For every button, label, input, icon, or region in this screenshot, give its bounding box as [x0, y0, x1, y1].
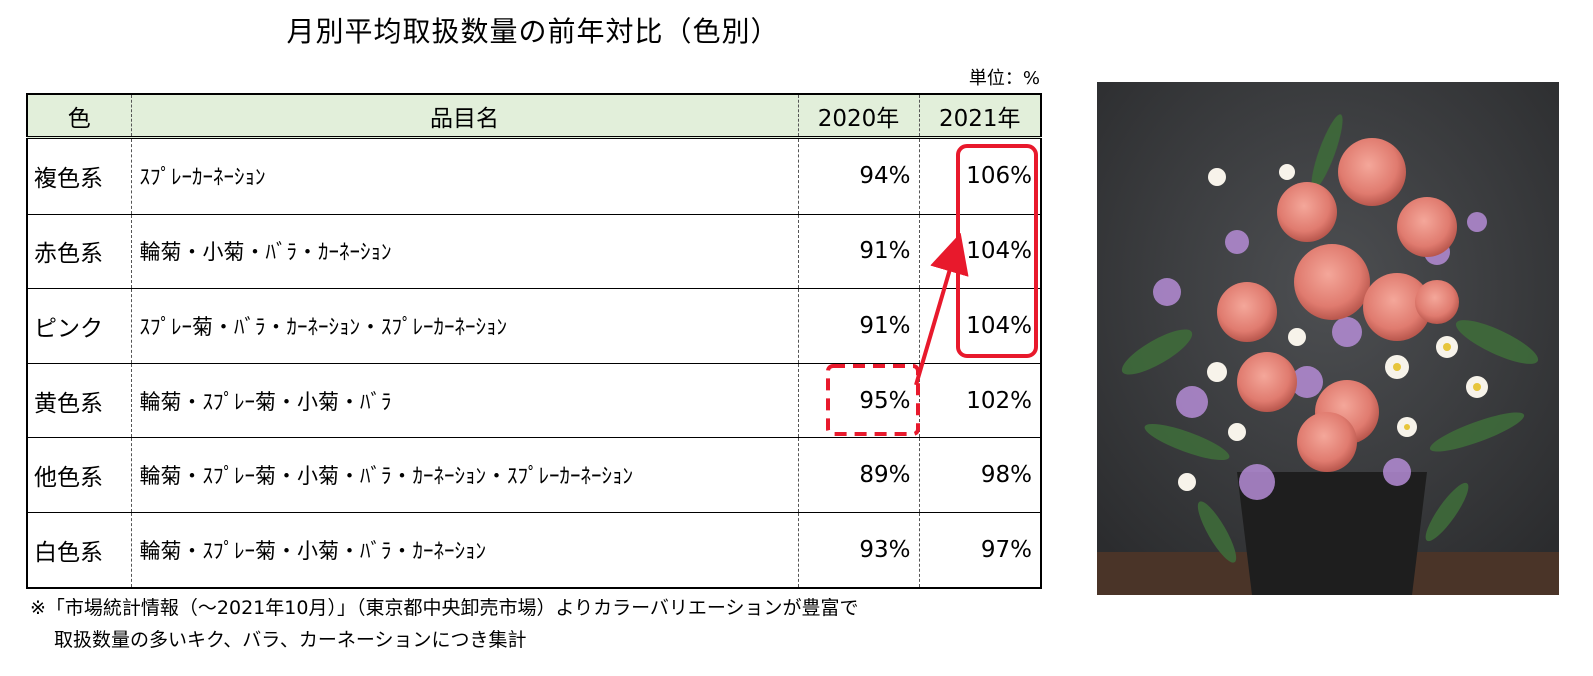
- comparison-table: 色 品目名 2020年 2021年 複色系 ｽﾌﾟﾚｰｶｰﾈｰｼｮﾝ 94% 1…: [26, 93, 1042, 589]
- table-row: 赤色系 輪菊・小菊・ﾊﾞﾗ・ｶｰﾈｰｼｮﾝ 91% 104%: [27, 214, 1041, 290]
- table-row: 黄色系 輪菊・ｽﾌﾟﾚｰ菊・小菊・ﾊﾞﾗ 95% 102%: [27, 363, 1041, 439]
- row-items: 輪菊・ｽﾌﾟﾚｰ菊・小菊・ﾊﾞﾗ: [130, 363, 798, 439]
- header-color: 色: [27, 94, 131, 139]
- row-2020: 91%: [797, 214, 919, 290]
- page-title: 月別平均取扱数量の前年対比（色別）: [286, 15, 780, 48]
- note-line-2: 取扱数量の多いキク、バラ、カーネーションにつき集計: [54, 629, 527, 651]
- row-2021: 102%: [918, 363, 1041, 439]
- header-2021: 2021年: [918, 94, 1041, 139]
- row-color: 白色系: [27, 512, 131, 589]
- row-color: 赤色系: [27, 214, 131, 290]
- table-row: ピンク ｽﾌﾟﾚｰ菊・ﾊﾞﾗ・ｶｰﾈｰｼｮﾝ・ｽﾌﾟﾚｰｶｰﾈｰｼｮﾝ 91% …: [27, 288, 1041, 364]
- dashed-box-yellow-2020: [826, 364, 920, 436]
- row-2020: 91%: [797, 288, 919, 364]
- unit-label: 単位：%: [968, 68, 1040, 89]
- row-items: 輪菊・小菊・ﾊﾞﾗ・ｶｰﾈｰｼｮﾝ: [130, 214, 798, 290]
- row-2021: 97%: [918, 512, 1041, 589]
- row-2021: 106%: [918, 137, 1041, 215]
- table-row: 他色系 輪菊・ｽﾌﾟﾚｰ菊・小菊・ﾊﾞﾗ・ｶｰﾈｰｼｮﾝ・ｽﾌﾟﾚｰｶｰﾈｰｼｮ…: [27, 437, 1041, 513]
- row-2020: 93%: [797, 512, 919, 589]
- source-note: ※「市場統計情報（～2021年10月）」（東京都中央卸売市場）よりカラーバリエー…: [30, 592, 859, 656]
- header-items: 品目名: [130, 94, 798, 139]
- flower-arrangement-photo: [1097, 82, 1559, 595]
- note-line-1: ※「市場統計情報（～2021年10月）」（東京都中央卸売市場）よりカラーバリエー…: [30, 597, 859, 619]
- row-color: 複色系: [27, 137, 131, 215]
- table-row: 複色系 ｽﾌﾟﾚｰｶｰﾈｰｼｮﾝ 94% 106%: [27, 137, 1041, 215]
- header-2020: 2020年: [797, 94, 919, 139]
- row-color: 他色系: [27, 437, 131, 513]
- row-color: ピンク: [27, 288, 131, 364]
- row-items: 輪菊・ｽﾌﾟﾚｰ菊・小菊・ﾊﾞﾗ・ｶｰﾈｰｼｮﾝ・ｽﾌﾟﾚｰｶｰﾈｰｼｮﾝ: [130, 437, 798, 513]
- table-header-row: 色 品目名 2020年 2021年: [27, 94, 1041, 139]
- arrow-line: [914, 232, 969, 386]
- row-2020: 95%: [797, 363, 919, 439]
- row-2020: 89%: [797, 437, 919, 513]
- row-color: 黄色系: [27, 363, 131, 439]
- row-items: ｽﾌﾟﾚｰｶｰﾈｰｼｮﾝ: [130, 137, 798, 215]
- row-items: ｽﾌﾟﾚｰ菊・ﾊﾞﾗ・ｶｰﾈｰｼｮﾝ・ｽﾌﾟﾚｰｶｰﾈｰｼｮﾝ: [130, 288, 798, 364]
- table-row: 白色系 輪菊・ｽﾌﾟﾚｰ菊・小菊・ﾊﾞﾗ・ｶｰﾈｰｼｮﾝ 93% 97%: [27, 512, 1041, 589]
- row-items: 輪菊・ｽﾌﾟﾚｰ菊・小菊・ﾊﾞﾗ・ｶｰﾈｰｼｮﾝ: [130, 512, 798, 589]
- highlight-box-2021: [956, 144, 1038, 358]
- row-2020: 94%: [797, 137, 919, 215]
- row-2021: 98%: [918, 437, 1041, 513]
